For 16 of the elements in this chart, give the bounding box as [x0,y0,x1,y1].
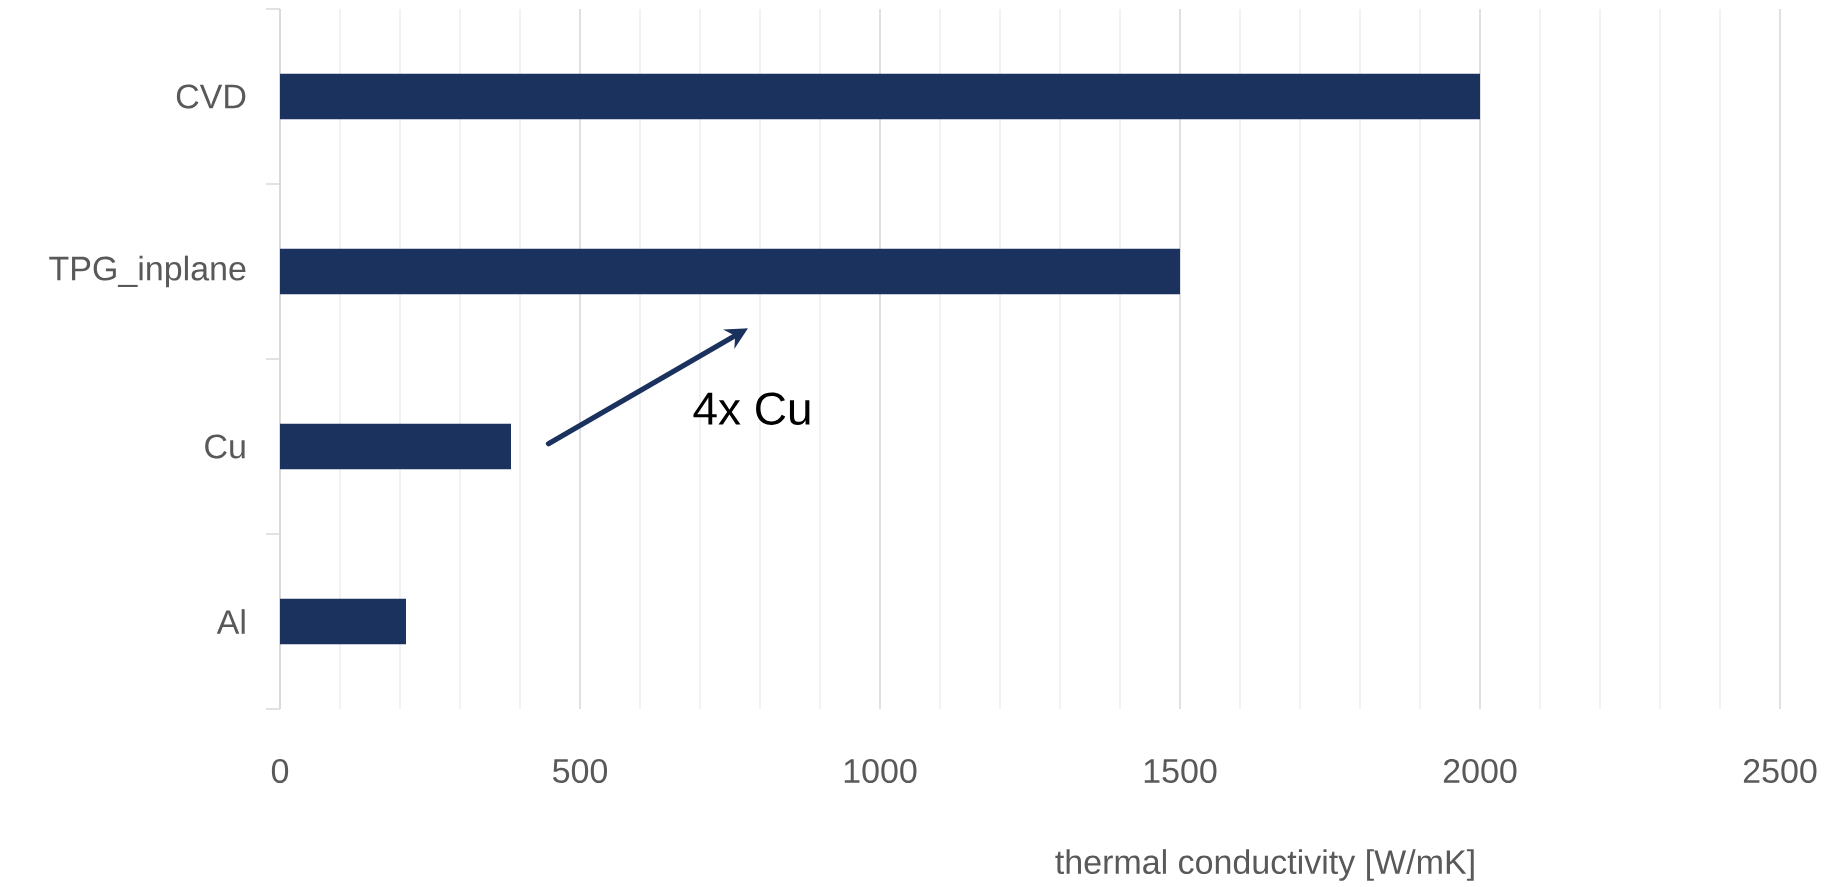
bar [280,423,511,470]
x-tick-label: 2000 [1443,758,1517,784]
y-tick-label: Cu [205,434,245,459]
annotation: 4x Cu [693,392,810,425]
x-tick-label: 0 [271,758,289,784]
y-tick-label: CVD [176,84,246,109]
y-tick-label: TPG_inplane [49,255,246,288]
x-tick-label: 1500 [1144,758,1217,784]
bar [280,73,1481,120]
x-tick-label: 1000 [844,758,917,784]
bar [280,598,406,645]
x-tick-label: 2500 [1743,758,1817,784]
x-axis-title: thermal conductivity [W/mK] [1055,849,1474,881]
y-tick-label: Al [216,609,245,634]
bar [280,248,1181,295]
x-tick-label: 500 [552,758,608,784]
